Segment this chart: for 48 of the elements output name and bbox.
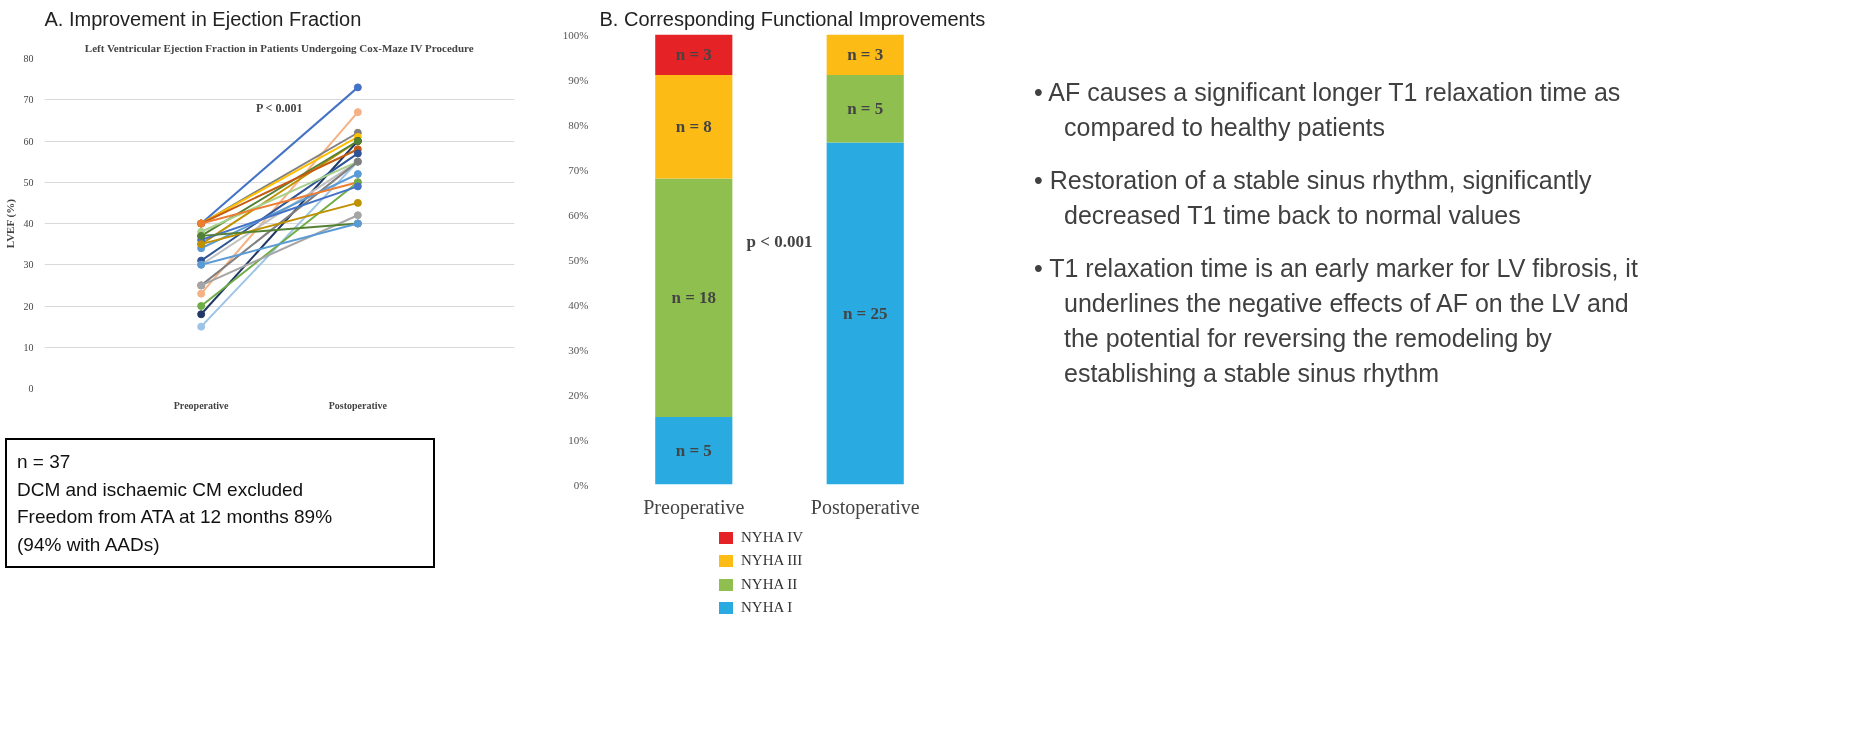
- y-tick-label: 30%: [568, 343, 589, 356]
- text: Freedom from ATA at 12 months 89%: [17, 506, 333, 528]
- text: n = 37: [17, 451, 71, 472]
- text: DCM and ischaemic CM excluded: [17, 478, 304, 500]
- y-tick-label: 10%: [568, 433, 589, 446]
- text: • T1 relaxation time is an early marker for LV fibrosis, it underlines the negative effects of AF on the LV and the potential for reversing the remodeling by establishing a stable sinus rhythm: [1034, 253, 1639, 389]
- y-tick-label: 70: [23, 94, 34, 106]
- x-tick-label: Preoperative: [173, 399, 230, 411]
- chart-title: A. Improvement in Ejection Fraction: [44, 7, 362, 30]
- text: (94% with AADs): [17, 533, 160, 555]
- legend-label: NYHA IV: [741, 528, 804, 547]
- y-tick-label: 80: [23, 53, 34, 64]
- y-tick-label: 0%: [573, 478, 589, 491]
- x-tick-label: Postoperative: [328, 399, 388, 411]
- annotation: n = 25: [842, 304, 888, 323]
- x-tick-label: Postoperative: [810, 495, 920, 519]
- y-axis-title: LVEF (%): [3, 198, 17, 249]
- annotation: n = 5: [675, 441, 712, 461]
- legend-label: NYHA II: [741, 574, 798, 594]
- y-tick-label: 40%: [568, 298, 589, 311]
- y-tick-label: 20%: [568, 388, 589, 401]
- annotation: P < 0.001: [255, 100, 303, 115]
- y-tick-label: 50: [23, 176, 34, 188]
- annotation: n = 5: [847, 99, 884, 119]
- chart-subtitle: Left Ventricular Ejection Fraction in Patients Undergoing Cox-Maze IV Procedure: [84, 41, 474, 54]
- x-tick-label: Preoperative: [643, 495, 745, 519]
- text: • Restoration of a stable sinus rhythm, significantly decreased T1 time back to normal values: [1034, 165, 1593, 231]
- y-tick-label: 20: [23, 300, 34, 312]
- y-tick-label: 40: [23, 218, 34, 229]
- y-tick-label: 50%: [568, 253, 589, 266]
- chart-title: B. Corresponding Functional Improvements: [599, 7, 986, 30]
- y-tick-label: 30: [23, 259, 34, 271]
- text: • AF causes a significant longer T1 relaxation time as compared to healthy patients: [1034, 77, 1622, 143]
- y-tick-label: 100%: [562, 28, 589, 41]
- y-tick-label: 10: [23, 341, 34, 353]
- annotation: n = 8: [675, 117, 712, 137]
- legend-label: NYHA III: [741, 551, 803, 571]
- y-tick-label: 70%: [568, 163, 589, 176]
- y-tick-label: 60%: [568, 208, 589, 221]
- annotation: n = 3: [847, 45, 884, 65]
- annotation: n = 18: [671, 288, 717, 308]
- y-tick-label: 80%: [568, 118, 589, 131]
- annotation: p < 0.001: [746, 231, 813, 251]
- y-tick-label: 60: [23, 135, 34, 147]
- legend-label: NYHA I: [741, 598, 793, 618]
- y-tick-label: 90%: [568, 73, 589, 86]
- y-tick-label: 0: [28, 383, 34, 394]
- annotation: n = 3: [675, 45, 712, 65]
